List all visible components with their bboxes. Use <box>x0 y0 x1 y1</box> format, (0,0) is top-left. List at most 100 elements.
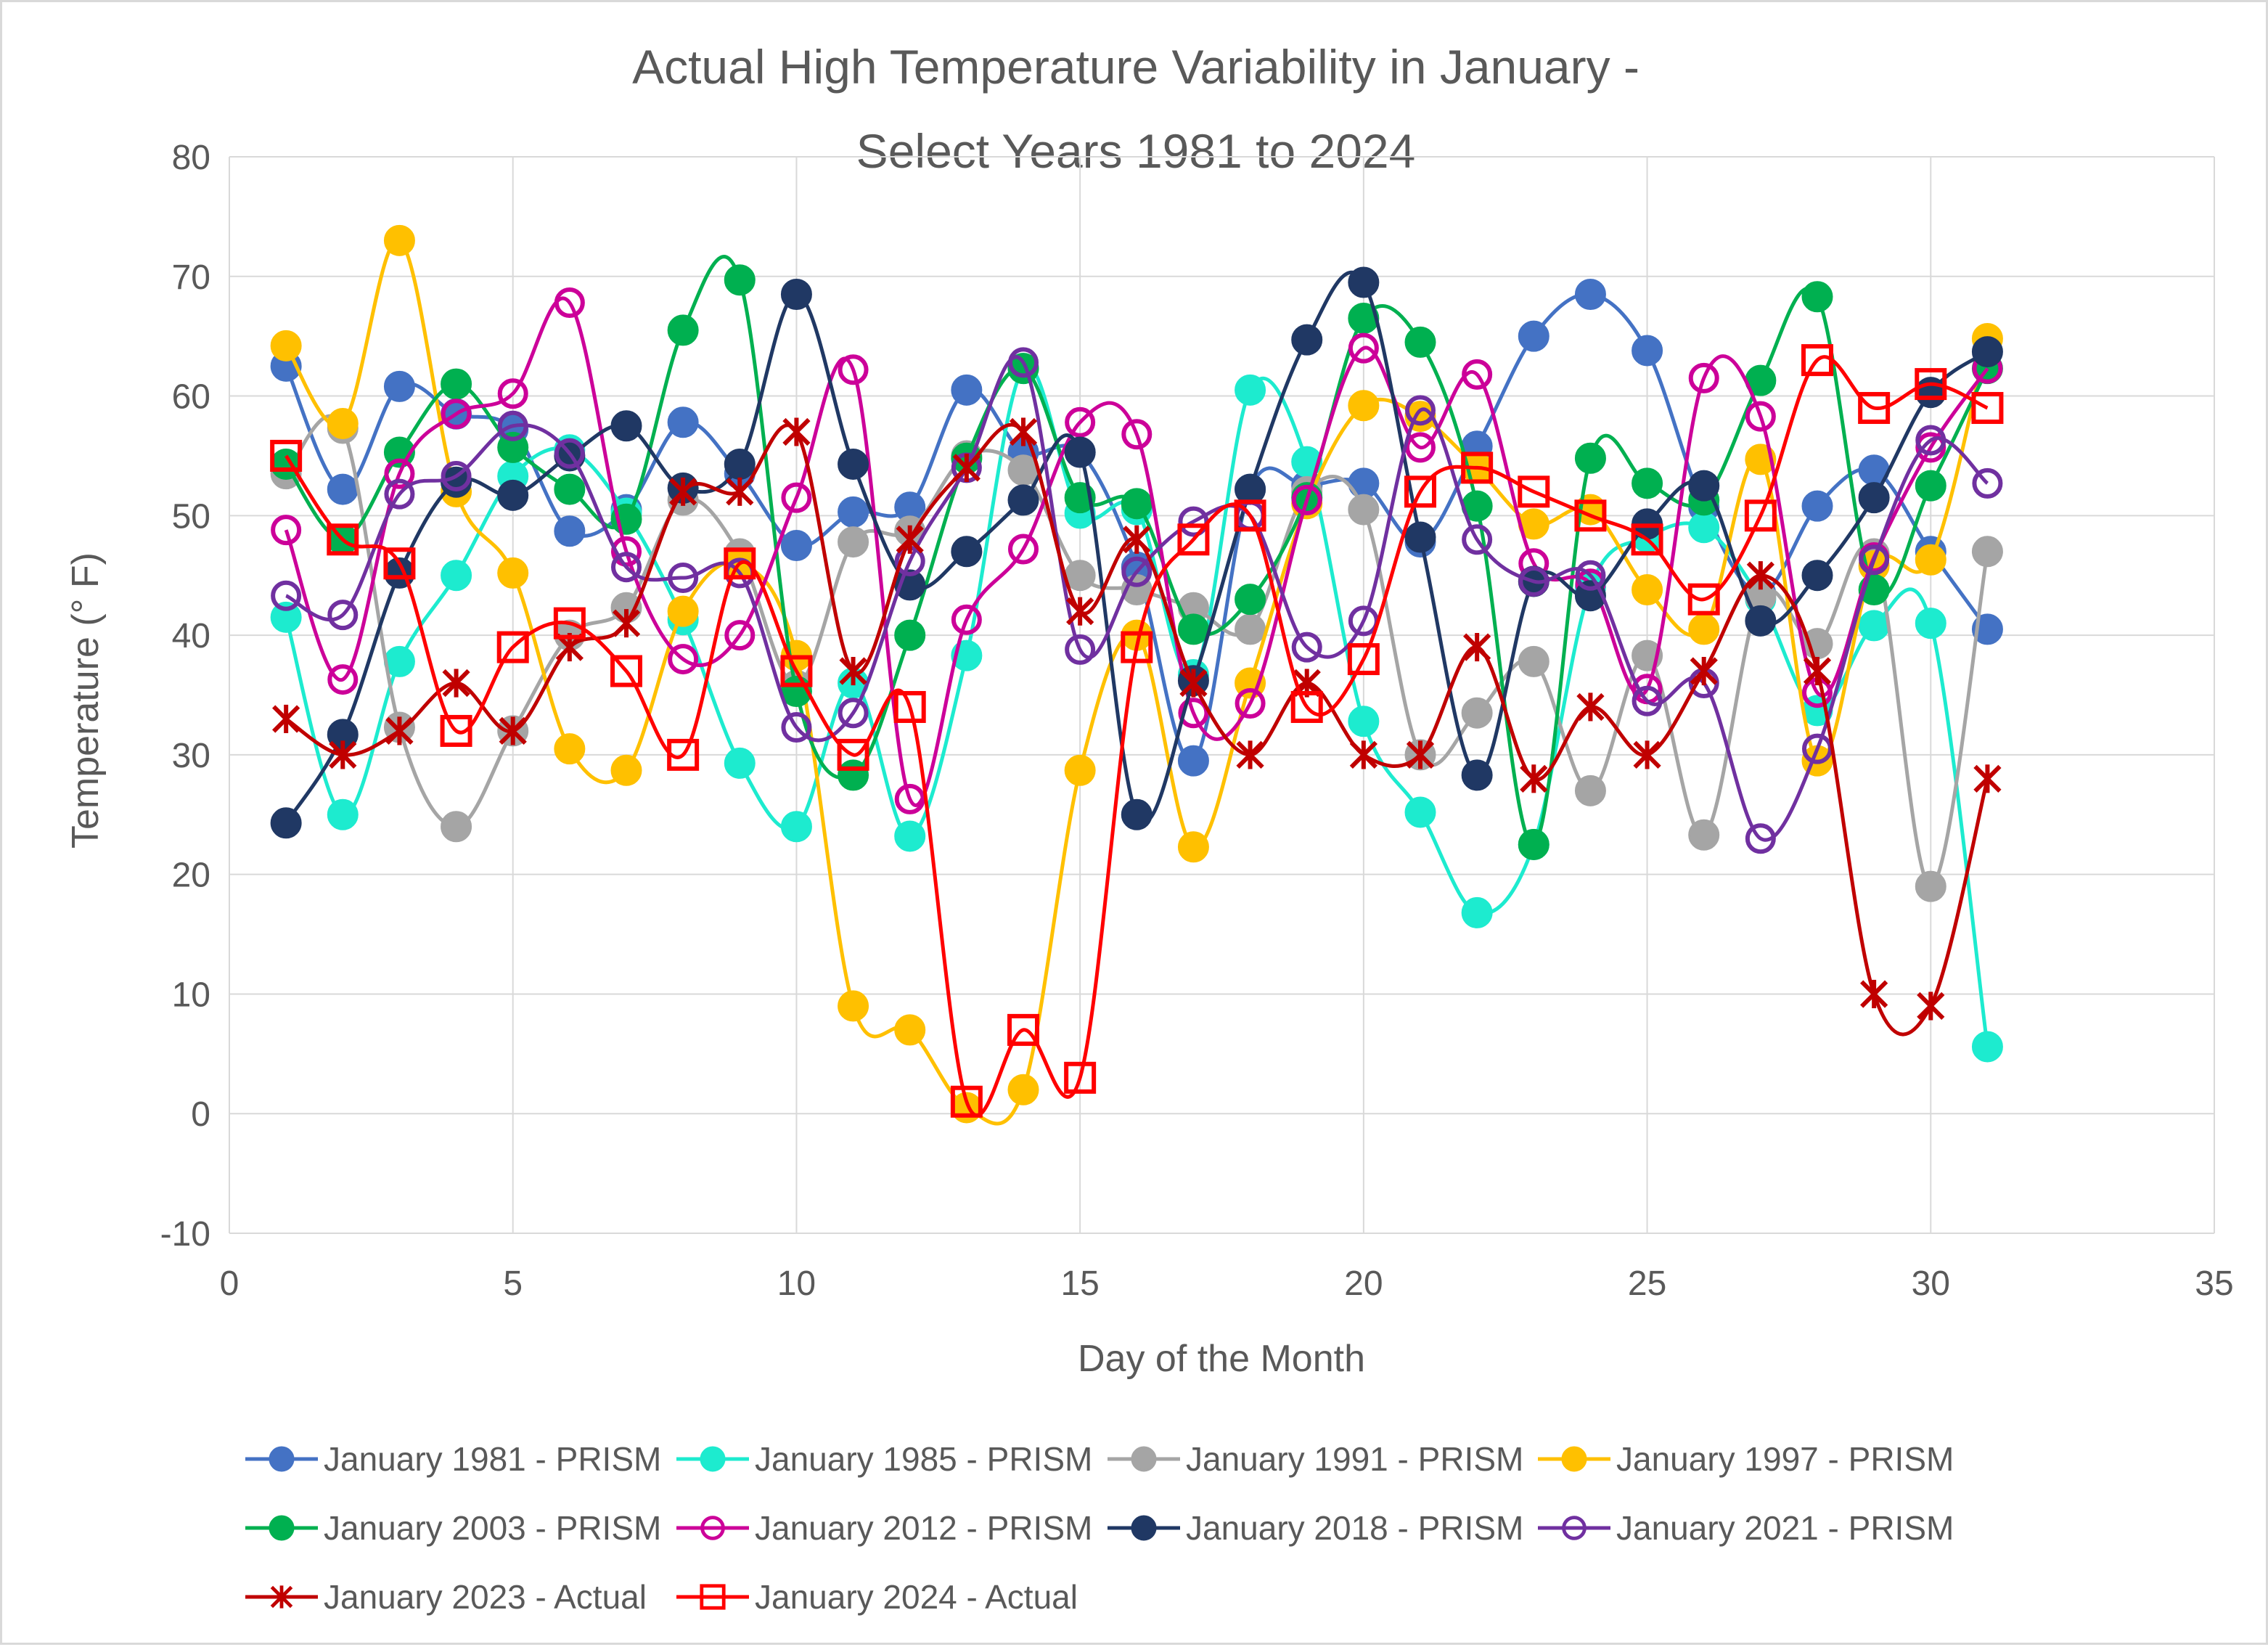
x-tick-label: 25 <box>1628 1264 1666 1303</box>
legend-item: January 1981 - PRISM <box>245 1440 661 1478</box>
data-point <box>1405 432 1436 463</box>
data-point <box>724 264 756 296</box>
x-tick-label: 20 <box>1344 1264 1383 1303</box>
data-point <box>1461 896 1493 928</box>
data-point <box>1235 688 1266 719</box>
data-point <box>440 714 472 747</box>
data-point <box>1008 347 1039 378</box>
y-tick-label: 50 <box>172 497 210 536</box>
x-tick-label: 10 <box>777 1264 816 1303</box>
data-point <box>327 664 359 695</box>
data-point <box>1404 475 1436 508</box>
data-point <box>838 526 869 558</box>
data-point <box>1461 451 1494 484</box>
data-point <box>1065 406 1096 438</box>
data-point <box>327 798 359 830</box>
data-point <box>1461 759 1493 791</box>
data-point <box>1404 521 1436 553</box>
data-point <box>1631 523 1663 556</box>
data-point <box>1688 613 1720 645</box>
data-point <box>610 655 642 687</box>
data-point <box>1688 512 1720 544</box>
legend-item: January 2018 - PRISM <box>1108 1509 1523 1547</box>
data-point <box>780 530 812 562</box>
data-point <box>1745 823 1776 854</box>
y-tick-label: 10 <box>172 976 210 1014</box>
chart-title: Actual High Temperature Variability in J… <box>632 40 1639 94</box>
data-point <box>726 477 754 506</box>
data-point <box>1518 320 1549 352</box>
data-point <box>499 716 527 745</box>
data-point <box>497 378 528 409</box>
data-point <box>1009 417 1038 446</box>
data-point <box>1575 560 1606 591</box>
axes: -10 0 10 20 30 40 50 60 70 80 0 5 10 15 20 25 30 35 <box>160 139 2234 1303</box>
data-point <box>329 740 357 769</box>
data-point <box>441 560 472 592</box>
series-line <box>284 364 1989 1047</box>
data-point <box>1917 992 1945 1021</box>
data-point <box>838 354 869 385</box>
series-line <box>285 355 1989 842</box>
x-tick-label: 0 <box>220 1264 240 1303</box>
legend-marker <box>700 1446 726 1472</box>
data-point <box>667 406 699 438</box>
legend-label: January 2021 - PRISM <box>1616 1509 1954 1547</box>
data-point <box>839 656 867 686</box>
data-point <box>1971 536 2003 568</box>
gridlines <box>229 156 2215 1234</box>
data-point <box>1235 374 1266 406</box>
data-point <box>1064 1061 1097 1094</box>
y-tick-label: 40 <box>172 617 210 655</box>
data-point <box>1007 1074 1039 1106</box>
data-point <box>781 482 812 513</box>
data-point <box>1803 656 1832 686</box>
data-point <box>1688 819 1720 851</box>
data-point <box>668 644 699 675</box>
data-point <box>1688 470 1720 502</box>
data-point <box>383 224 415 256</box>
data-point <box>1463 633 1491 662</box>
legend-label: January 2003 - PRISM <box>324 1509 661 1547</box>
data-point <box>1971 392 2004 425</box>
legend-item: January 2021 - PRISM <box>1538 1509 1954 1547</box>
data-point <box>894 1014 926 1046</box>
data-point <box>1915 608 1946 639</box>
data-point <box>1123 525 1151 554</box>
data-point <box>1972 467 2003 499</box>
data-point <box>1007 484 1039 516</box>
data-point <box>553 607 586 639</box>
data-point <box>327 473 359 505</box>
legend-marker <box>1131 1446 1157 1472</box>
data-point <box>1235 473 1266 505</box>
data-point <box>271 580 302 611</box>
data-point <box>1121 488 1153 520</box>
data-point <box>1235 584 1266 616</box>
data-point <box>554 473 586 505</box>
data-point <box>1177 745 1209 777</box>
data-point <box>1405 395 1436 426</box>
data-point <box>554 287 585 319</box>
data-point <box>1518 565 1549 597</box>
data-point <box>1802 733 1833 764</box>
data-point <box>497 410 528 441</box>
legend-item: January 2012 - PRISM <box>676 1509 1092 1547</box>
data-point <box>1065 634 1096 665</box>
legend-label: January 2024 - Actual <box>755 1578 1078 1616</box>
series-9 <box>270 344 2004 1118</box>
y-tick-label: 80 <box>172 139 210 177</box>
y-tick-label: 70 <box>172 258 210 297</box>
data-point <box>1290 690 1323 723</box>
data-point <box>1348 494 1380 526</box>
data-point <box>1008 534 1039 565</box>
data-point <box>1632 467 1663 499</box>
data-point <box>1406 740 1435 769</box>
data-point <box>1349 740 1377 769</box>
y-tick-label: 60 <box>172 378 210 417</box>
data-point <box>1633 740 1661 769</box>
data-point <box>327 523 359 556</box>
data-point <box>1520 764 1548 793</box>
data-point <box>441 460 472 491</box>
data-point <box>1971 336 2003 368</box>
data-point <box>1858 610 1890 642</box>
